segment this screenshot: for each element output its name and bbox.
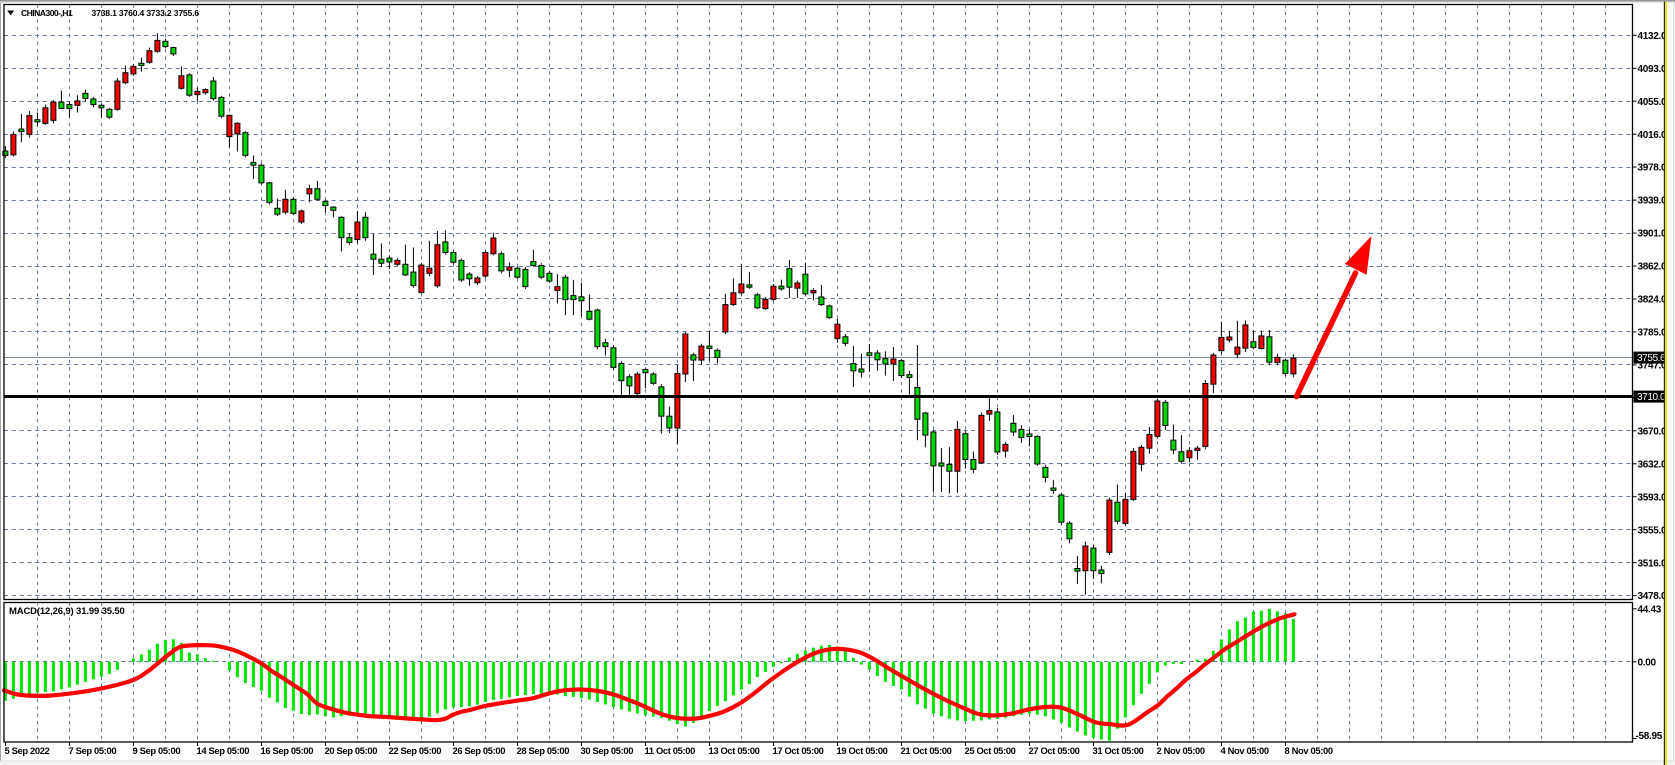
svg-text:17 Oct 05:00: 17 Oct 05:00 [773,745,824,756]
svg-text:7 Sep 05:00: 7 Sep 05:00 [69,745,117,756]
svg-text:13 Oct 05:00: 13 Oct 05:00 [709,745,760,756]
svg-text:4132.0: 4132.0 [1638,31,1668,42]
svg-text:3738.1 3760.4 3733.2 3755.6: 3738.1 3760.4 3733.2 3755.6 [92,8,200,18]
svg-text:27 Oct 05:00: 27 Oct 05:00 [1029,745,1080,756]
svg-text:3555.0: 3555.0 [1638,525,1668,536]
svg-text:3755.6: 3755.6 [1637,353,1666,364]
svg-text:CHINA300-,H1: CHINA300-,H1 [21,8,73,18]
svg-text:2 Nov 05:00: 2 Nov 05:00 [1157,745,1205,756]
svg-text:11 Oct 05:00: 11 Oct 05:00 [645,745,696,756]
svg-text:3785.0: 3785.0 [1638,328,1668,339]
svg-text:26 Sep 05:00: 26 Sep 05:00 [453,745,506,756]
svg-text:3632.0: 3632.0 [1638,459,1668,470]
svg-text:3710.0: 3710.0 [1637,392,1666,403]
svg-text:20 Sep 05:00: 20 Sep 05:00 [325,745,378,756]
svg-text:MACD(12,26,9) 31.99 35.50: MACD(12,26,9) 31.99 35.50 [9,606,125,617]
svg-text:14 Sep 05:00: 14 Sep 05:00 [197,745,250,756]
svg-text:3593.0: 3593.0 [1638,492,1668,503]
svg-text:3824.0: 3824.0 [1638,295,1668,306]
svg-text:3862.0: 3862.0 [1638,262,1668,273]
svg-text:21 Oct 05:00: 21 Oct 05:00 [901,745,952,756]
svg-text:19 Oct 05:00: 19 Oct 05:00 [837,745,888,756]
svg-text:4016.0: 4016.0 [1638,130,1668,141]
svg-text:28 Sep 05:00: 28 Sep 05:00 [517,745,570,756]
svg-text:25 Oct 05:00: 25 Oct 05:00 [965,745,1016,756]
svg-text:3478.0: 3478.0 [1638,591,1668,602]
svg-text:4055.0: 4055.0 [1638,97,1668,108]
svg-text:9 Sep 05:00: 9 Sep 05:00 [133,745,181,756]
svg-text:-58.95: -58.95 [1636,731,1663,742]
svg-text:4093.0: 4093.0 [1638,64,1668,75]
svg-text:3516.0: 3516.0 [1638,558,1668,569]
svg-text:44.43: 44.43 [1638,604,1662,615]
svg-text:3978.0: 3978.0 [1638,163,1668,174]
svg-text:4 Nov 05:00: 4 Nov 05:00 [1221,745,1269,756]
svg-text:3939.0: 3939.0 [1638,196,1668,207]
svg-text:8 Nov 05:00: 8 Nov 05:00 [1285,745,1333,756]
svg-text:3747.0: 3747.0 [1638,361,1668,372]
svg-text:3901.0: 3901.0 [1638,229,1668,240]
svg-text:31 Oct 05:00: 31 Oct 05:00 [1093,745,1144,756]
svg-text:0.00: 0.00 [1638,657,1657,668]
svg-text:30 Sep 05:00: 30 Sep 05:00 [581,745,634,756]
svg-text:16 Sep 05:00: 16 Sep 05:00 [261,745,314,756]
svg-text:5 Sep 2022: 5 Sep 2022 [5,745,50,756]
svg-text:3670.0: 3670.0 [1638,426,1668,437]
svg-text:22 Sep 05:00: 22 Sep 05:00 [389,745,442,756]
